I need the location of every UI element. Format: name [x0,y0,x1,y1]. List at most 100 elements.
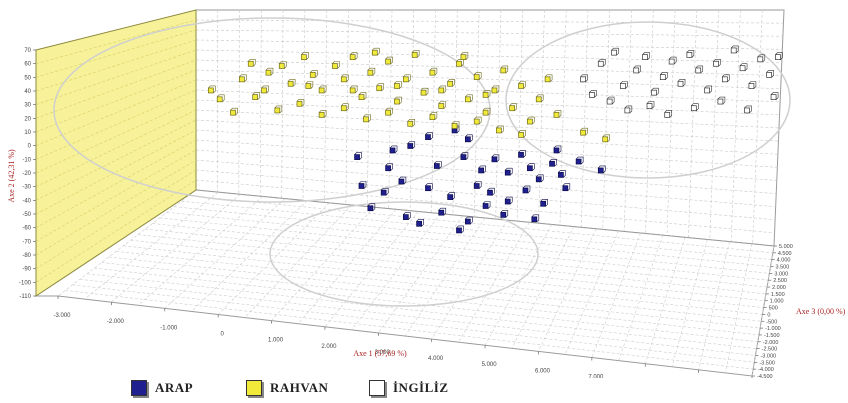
point-rahvan [216,96,223,103]
point-depth-rahvan [411,50,420,58]
point-arap [549,160,555,167]
point-rahvan [305,83,312,89]
point-depth-rahvan [473,116,482,125]
y-tick-label: -90 [22,267,31,273]
side-wall-gridline [35,59,197,119]
side-wall-gridline [35,99,197,174]
point-depth-arap [562,183,571,191]
y-tick-label: 20 [24,116,31,122]
point-depth-rahvan [363,114,371,123]
back-gridline-h [195,89,780,116]
back-gridline-h [195,139,777,181]
point-depth-arap [398,176,407,185]
legend: ARAP RAHVAN İNGİLİZ [0,378,848,402]
point-ingiliz [730,47,737,54]
point-depth-rahvan [372,47,380,56]
point-ingiliz [620,83,626,89]
point-rahvan [385,109,391,116]
point-rahvan [518,132,524,138]
y-tick-label: -110 [19,294,31,300]
point-rahvan [482,92,489,98]
z-tick-label: 0 [767,312,770,318]
floor-gridline-x [191,200,308,312]
point-depth-ingiliz [642,52,650,60]
back-gridline-h [195,59,782,76]
point-depth-ingiliz [766,70,774,78]
point-ingiliz [766,72,772,78]
point-depth-ingiliz [775,52,783,60]
side-wall-gridline [35,159,197,256]
point-depth-arap [575,156,584,165]
point-depth-ingiliz [651,87,659,96]
point-depth-ingiliz [633,65,642,74]
point-ingiliz [748,83,755,89]
scatter-3d-chart: 70 60 50 40 30 20 10 0 -10 -20 -30 -40 -50 -60 -70 -80 -… [7,9,846,378]
point-depth-rahvan [332,61,340,69]
point-rahvan [287,80,294,87]
point-rahvan [274,107,281,114]
point-depth-rahvan [274,105,283,114]
point-rahvan [367,69,374,76]
point-depth-rahvan [318,85,327,94]
point-depth-ingiliz [620,81,628,89]
point-depth-rahvan [287,78,296,87]
point-arap [473,183,480,189]
point-rahvan [239,76,245,83]
point-depth-rahvan [602,134,611,143]
point-depth-rahvan [496,125,504,134]
point-depth-arap [500,210,509,218]
ellipse-ingiliz [505,21,791,179]
point-ingiliz [690,105,697,112]
point-arap [500,212,507,218]
point-arap [527,165,533,172]
point-depth-rahvan [349,52,358,60]
point-depth-rahvan [491,85,500,94]
point-arap [562,185,569,192]
point-depth-ingiliz [664,110,673,118]
point-depth-ingiliz [730,45,739,54]
point-rahvan [464,96,471,103]
point-arap [447,194,453,200]
point-ingiliz [770,94,777,100]
point-depth-rahvan [482,90,491,98]
floor-gridline-z [116,251,762,322]
point-arap [389,147,396,154]
point-ingiliz [624,107,631,114]
floor-gridline-z [159,217,769,281]
point-depth-arap [487,187,495,196]
floor-gridline-x [458,222,530,343]
point-rahvan [394,83,400,89]
point-depth-rahvan [208,85,216,94]
point-depth-arap [518,150,526,158]
point-depth-ingiliz [624,105,633,114]
point-rahvan [349,54,356,60]
point-arap [425,185,431,192]
floor-gridline-x [57,189,197,297]
point-depth-rahvan [261,85,269,94]
point-ingiliz [642,54,648,60]
floor-gridline-z [65,290,754,370]
y-tick-label: -60 [22,226,31,232]
point-depth-ingiliz [748,81,757,89]
point-ingiliz [664,112,671,118]
z-tick-label: 500 [769,306,778,312]
point-arap [540,200,547,207]
point-depth-rahvan [447,78,455,87]
point-rahvan [438,103,445,109]
point-rahvan [376,85,383,92]
point-arap [433,163,440,169]
point-rahvan [420,89,427,96]
y-tick-label: -30 [22,185,31,191]
floor-gridline-x [751,245,775,377]
point-rahvan [527,118,533,125]
point-arap [367,205,374,212]
point-ingiliz [651,89,657,96]
z-tick-label: 3.000 [774,271,788,277]
point-rahvan [580,129,586,136]
point-ingiliz [646,103,653,109]
point-depth-rahvan [438,101,447,109]
point-rahvan [385,58,391,65]
point-ingiliz [717,98,724,105]
point-depth-arap [425,132,433,140]
